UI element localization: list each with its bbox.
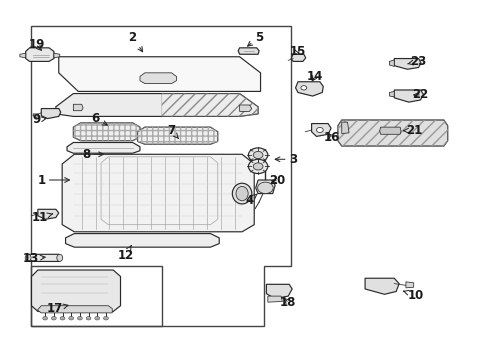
Circle shape xyxy=(253,152,263,158)
Polygon shape xyxy=(379,127,400,134)
Polygon shape xyxy=(388,91,393,97)
Polygon shape xyxy=(137,127,217,144)
Circle shape xyxy=(69,316,74,320)
Polygon shape xyxy=(26,48,54,62)
Text: 17: 17 xyxy=(47,302,68,315)
Polygon shape xyxy=(365,278,398,294)
Circle shape xyxy=(95,316,100,320)
Ellipse shape xyxy=(232,183,251,204)
Polygon shape xyxy=(255,180,275,194)
Circle shape xyxy=(300,86,306,90)
Polygon shape xyxy=(59,57,260,91)
Text: 16: 16 xyxy=(323,131,340,144)
Circle shape xyxy=(248,148,267,162)
Ellipse shape xyxy=(25,254,31,261)
Polygon shape xyxy=(56,94,258,116)
Polygon shape xyxy=(267,296,282,302)
Polygon shape xyxy=(140,73,176,84)
Polygon shape xyxy=(238,48,259,54)
Polygon shape xyxy=(20,53,26,58)
Text: 7: 7 xyxy=(167,124,178,139)
Polygon shape xyxy=(295,82,323,96)
Text: 19: 19 xyxy=(28,39,44,51)
Polygon shape xyxy=(38,209,59,219)
Circle shape xyxy=(248,159,267,174)
Polygon shape xyxy=(393,59,420,69)
Text: 14: 14 xyxy=(306,70,323,83)
Polygon shape xyxy=(67,143,140,153)
Polygon shape xyxy=(27,254,61,261)
Ellipse shape xyxy=(236,186,247,201)
Text: 3: 3 xyxy=(275,153,297,166)
Text: 5: 5 xyxy=(247,31,263,46)
Circle shape xyxy=(103,316,108,320)
Text: 22: 22 xyxy=(411,89,428,102)
Polygon shape xyxy=(33,114,39,118)
Text: 4: 4 xyxy=(245,194,257,207)
Circle shape xyxy=(60,316,65,320)
Polygon shape xyxy=(405,282,413,288)
Polygon shape xyxy=(62,154,254,232)
Text: 21: 21 xyxy=(403,124,422,137)
Polygon shape xyxy=(341,122,348,134)
Text: 9: 9 xyxy=(32,113,46,126)
Text: 6: 6 xyxy=(91,112,107,125)
Circle shape xyxy=(42,316,47,320)
Text: 23: 23 xyxy=(407,55,426,68)
Text: 15: 15 xyxy=(289,45,305,58)
Ellipse shape xyxy=(57,254,62,261)
Circle shape xyxy=(77,316,82,320)
Polygon shape xyxy=(41,109,61,118)
Polygon shape xyxy=(266,284,291,298)
Text: 1: 1 xyxy=(37,174,69,186)
Circle shape xyxy=(253,163,263,170)
Text: 18: 18 xyxy=(280,296,296,309)
Polygon shape xyxy=(388,60,393,66)
Circle shape xyxy=(316,127,323,132)
Polygon shape xyxy=(311,123,330,136)
Polygon shape xyxy=(31,270,120,311)
Circle shape xyxy=(51,316,56,320)
Polygon shape xyxy=(65,234,219,247)
Text: 11: 11 xyxy=(32,211,53,224)
Polygon shape xyxy=(73,104,83,111)
Text: 10: 10 xyxy=(403,288,423,302)
Polygon shape xyxy=(337,120,447,146)
Text: 2: 2 xyxy=(128,31,142,52)
Text: 12: 12 xyxy=(117,246,133,261)
Text: 20: 20 xyxy=(269,174,285,187)
Polygon shape xyxy=(290,54,305,62)
Circle shape xyxy=(86,316,91,320)
Text: 13: 13 xyxy=(22,252,45,265)
Polygon shape xyxy=(73,123,140,141)
Polygon shape xyxy=(37,306,112,313)
Polygon shape xyxy=(54,53,60,58)
Circle shape xyxy=(257,182,273,194)
Text: 8: 8 xyxy=(82,148,103,161)
Polygon shape xyxy=(239,105,251,111)
Polygon shape xyxy=(393,90,423,102)
